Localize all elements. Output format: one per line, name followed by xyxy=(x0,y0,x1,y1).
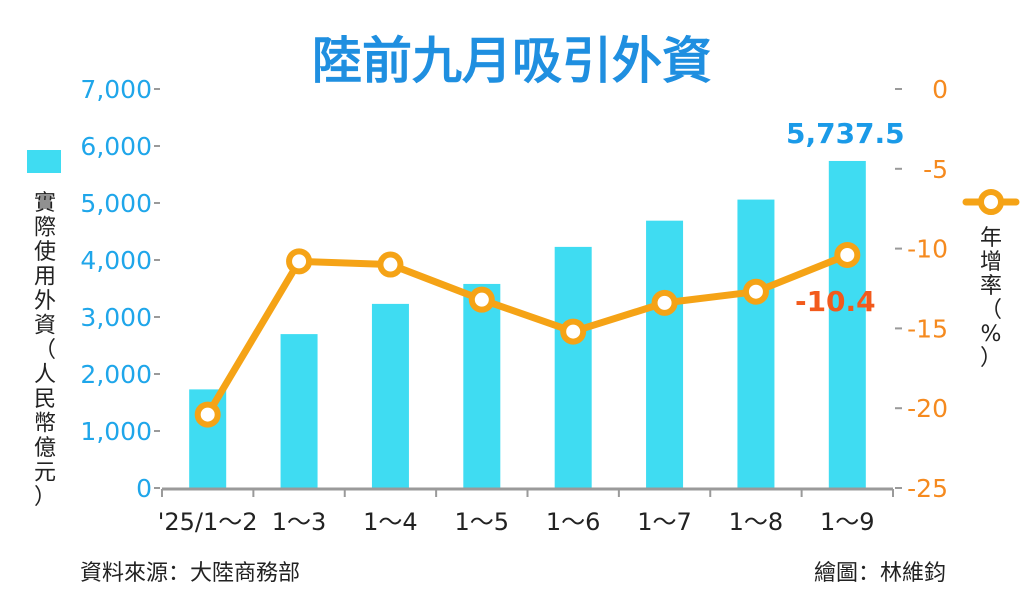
x-tick-label: 1～5 xyxy=(455,508,510,536)
right-tick-label: -10 xyxy=(907,235,948,264)
line-path xyxy=(204,251,851,419)
axis-title-char: 用 xyxy=(34,265,56,290)
x-tick-label: 1～9 xyxy=(820,508,875,536)
left-axis-title: 實際使用外資（人民幣億元） xyxy=(34,191,56,510)
bar-value-label: 5,737.5 xyxy=(786,117,905,150)
line-point xyxy=(194,401,221,428)
x-tick-label: 1～3 xyxy=(272,508,327,536)
line-point xyxy=(834,241,861,268)
right-tick-label: 0 xyxy=(932,75,948,104)
right-tick-label: -25 xyxy=(907,474,948,503)
axis-title-char: 億 xyxy=(34,436,56,461)
left-tick-label: 5,000 xyxy=(80,189,152,218)
x-tick-label: 1～4 xyxy=(363,508,418,536)
axis-title-char: 外 xyxy=(34,289,56,314)
right-tick-label: -5 xyxy=(923,155,948,184)
left-tick-label: 1,000 xyxy=(80,417,152,446)
credit-note: 繪圖：林維鈞 xyxy=(814,561,946,586)
axis-title-char: 資 xyxy=(34,314,56,339)
axis-title-char: 際 xyxy=(34,216,56,241)
x-axis: '25/1～2 1～3 1～4 1～5 1～6 1～7 1～8 1～9 xyxy=(158,487,894,536)
left-tick-label: 7,000 xyxy=(80,75,152,104)
left-tick-label: 6,000 xyxy=(80,132,152,161)
right-axis-title: 年增率（%） xyxy=(980,226,1002,371)
axis-title-char: 增 xyxy=(980,250,1002,275)
axis-title-char: ） xyxy=(34,485,56,510)
left-tick-label: 3,000 xyxy=(80,303,152,332)
axis-title-char: 民 xyxy=(34,387,56,412)
chart-title: 陸前九月吸引外資 xyxy=(312,32,712,90)
data-labels: 5,737.5 -10.4 xyxy=(786,117,905,318)
left-tick-label: 0 xyxy=(136,474,152,503)
bar xyxy=(463,283,501,488)
line-point xyxy=(286,248,313,275)
x-tick-label: 1～6 xyxy=(546,508,601,536)
line-series xyxy=(194,241,861,428)
x-tick-label: 1～8 xyxy=(729,508,784,536)
line-legend-marker xyxy=(962,189,1020,215)
axis-title-char: 幣 xyxy=(34,412,56,437)
bar xyxy=(737,199,775,488)
source-note: 資料來源：大陸商務部 xyxy=(80,561,300,586)
bar xyxy=(828,160,866,488)
axis-title-char: 元 xyxy=(34,461,56,486)
right-axis: 0 -5 -10 -15 -20 -25 xyxy=(895,75,948,503)
left-tick-label: 4,000 xyxy=(80,246,152,275)
axis-title-char: 實 xyxy=(34,191,56,216)
x-tick-label: 1～7 xyxy=(637,508,692,536)
axis-title-char: 率 xyxy=(980,274,1002,299)
line-point xyxy=(468,286,495,313)
axis-title-char: 使 xyxy=(34,240,56,265)
axis-title-char: （ xyxy=(34,338,56,363)
left-axis: 0 1,000 2,000 3,000 4,000 5,000 6,000 7,000 xyxy=(80,75,160,503)
left-tick-label: 2,000 xyxy=(80,360,152,389)
bar-legend-swatch xyxy=(27,150,61,173)
line-value-label: -10.4 xyxy=(795,285,876,318)
bar-series xyxy=(189,160,866,489)
right-tick-label: -20 xyxy=(907,394,948,423)
axis-title-char: （ xyxy=(980,298,1002,323)
bar xyxy=(646,220,684,489)
right-tick-label: -15 xyxy=(907,314,948,343)
line-point xyxy=(651,289,678,316)
line-point xyxy=(742,278,769,305)
axis-title-char: % xyxy=(981,322,1002,347)
line-point xyxy=(377,251,404,278)
x-tick-label: '25/1～2 xyxy=(158,508,258,536)
bar xyxy=(554,246,592,488)
bar xyxy=(280,334,318,488)
axis-title-char: ） xyxy=(980,346,1002,371)
line-point xyxy=(560,318,587,345)
bar xyxy=(371,303,409,488)
axis-title-char: 人 xyxy=(34,363,56,388)
axis-title-char: 年 xyxy=(980,226,1002,251)
